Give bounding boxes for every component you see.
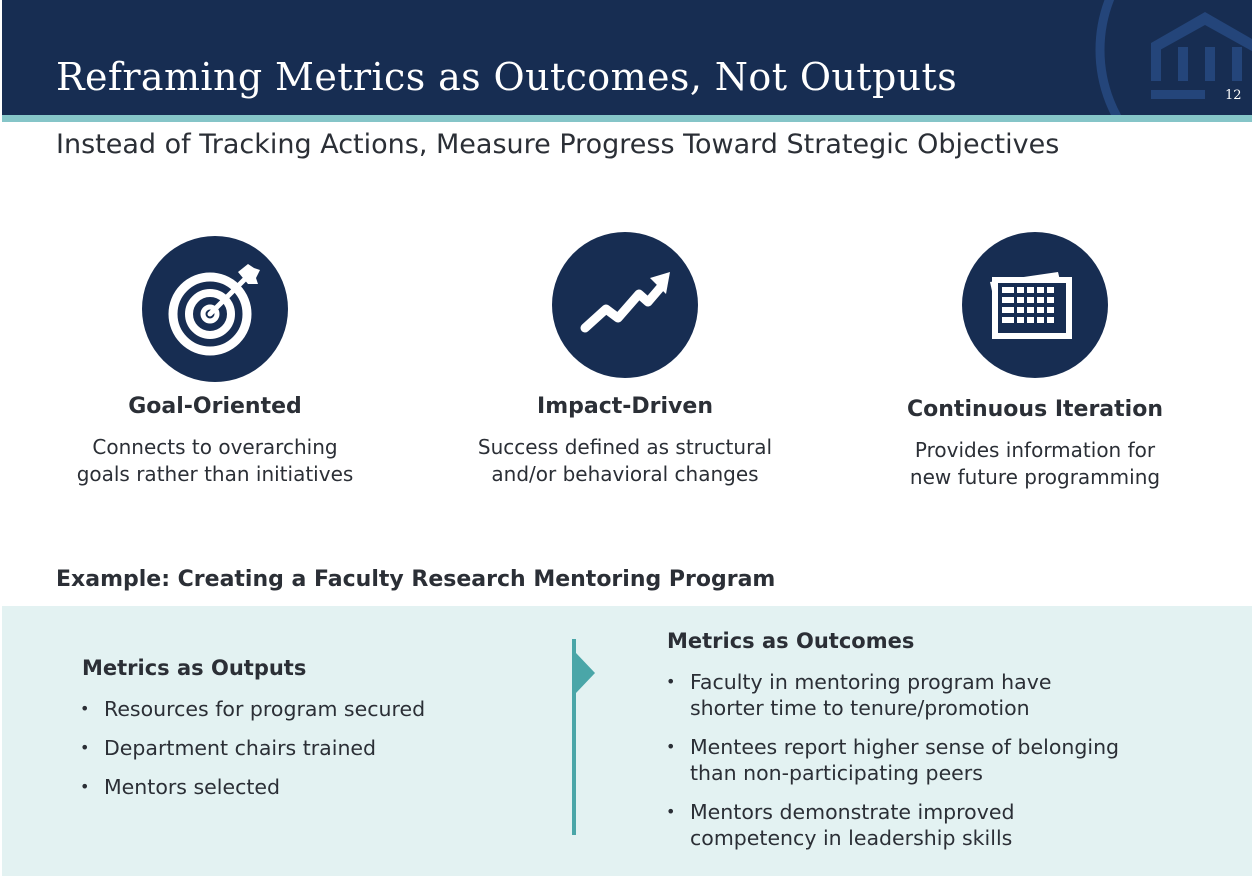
feature-description: Connects to overarching goals rather tha… bbox=[76, 435, 354, 486]
outcomes-list: Faculty in mentoring program have shorte… bbox=[666, 669, 1119, 851]
feature-icon-circle bbox=[962, 232, 1108, 378]
feature-icon-circle bbox=[142, 236, 288, 382]
slide-subtitle: Instead of Tracking Actions, Measure Pro… bbox=[56, 129, 1060, 160]
feature-title: Goal-Oriented bbox=[128, 394, 302, 419]
header-accent-stripe bbox=[2, 115, 1252, 122]
calendar-grid-icon bbox=[990, 272, 1072, 339]
list-item: Mentees report higher sense of belonging… bbox=[666, 734, 1119, 786]
trend-up-arrow-icon bbox=[580, 272, 670, 333]
outcomes-heading: Metrics as Outcomes bbox=[667, 629, 915, 653]
list-item: Department chairs trained bbox=[80, 735, 425, 761]
outputs-heading: Metrics as Outputs bbox=[82, 656, 307, 680]
example-heading: Example: Creating a Faculty Research Men… bbox=[56, 567, 776, 592]
list-item: Mentors demonstrate improved competency … bbox=[666, 799, 1119, 851]
feature-title: Continuous Iteration bbox=[907, 397, 1163, 422]
outputs-list: Resources for program secured Department… bbox=[80, 696, 425, 800]
feature-description: Success defined as structural and/or beh… bbox=[477, 435, 773, 486]
list-item: Faculty in mentoring program have shorte… bbox=[666, 669, 1119, 721]
feature-title: Impact-Driven bbox=[537, 394, 713, 419]
feature-icon-circle bbox=[552, 232, 698, 378]
feature-impact-driven: Impact-Driven Success defined as structu… bbox=[425, 232, 825, 492]
target-dart-icon bbox=[168, 264, 260, 356]
arrow-right-icon bbox=[576, 653, 595, 693]
list-item: Resources for program secured bbox=[80, 696, 425, 722]
section-divider bbox=[572, 639, 576, 835]
slide-title: Reframing Metrics as Outcomes, Not Outpu… bbox=[56, 55, 958, 99]
list-item: Mentors selected bbox=[80, 774, 425, 800]
feature-continuous-iteration: Continuous Iteration Provides informatio… bbox=[835, 232, 1235, 492]
feature-description: Provides information for new future prog… bbox=[909, 438, 1161, 489]
slide-header: Reframing Metrics as Outcomes, Not Outpu… bbox=[2, 0, 1252, 115]
page-number: 12 bbox=[1225, 88, 1242, 103]
feature-goal-oriented: Goal-Oriented Connects to overarching go… bbox=[15, 236, 415, 496]
building-columns-logo-icon bbox=[1095, 0, 1252, 115]
